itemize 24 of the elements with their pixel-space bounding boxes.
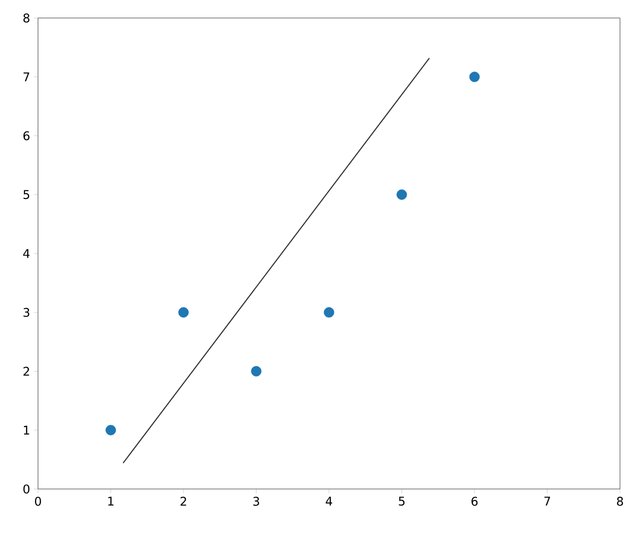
x-tick-label: 2: [180, 496, 186, 506]
point: [178, 307, 189, 318]
x-tick-label: 5: [398, 496, 405, 506]
y-tick-label: 0: [23, 484, 30, 494]
y-tick-label: 5: [24, 190, 30, 200]
y-tick-label: 8: [23, 13, 30, 23]
point: [324, 307, 334, 318]
y-tick-label: 2: [23, 366, 30, 376]
x-tick-label: 3: [253, 496, 260, 506]
point: [106, 424, 116, 436]
x-tick-label: 8: [617, 496, 623, 506]
y-tick-label: 6: [23, 131, 30, 140]
x-tick-label: 4: [326, 496, 332, 506]
x-tick-label: 1: [108, 496, 114, 506]
x-tick-label: 0: [34, 496, 42, 506]
y-tick-label: 1: [24, 426, 30, 434]
point: [251, 366, 262, 376]
point: [396, 189, 407, 200]
x-tick-label: 7: [544, 496, 550, 506]
y-tick-label: 4: [23, 249, 30, 258]
x-tick-label: 6: [472, 496, 478, 506]
point: [469, 72, 480, 82]
y-tick-label: 3: [24, 308, 30, 317]
y-tick-label: 7: [24, 72, 30, 82]
